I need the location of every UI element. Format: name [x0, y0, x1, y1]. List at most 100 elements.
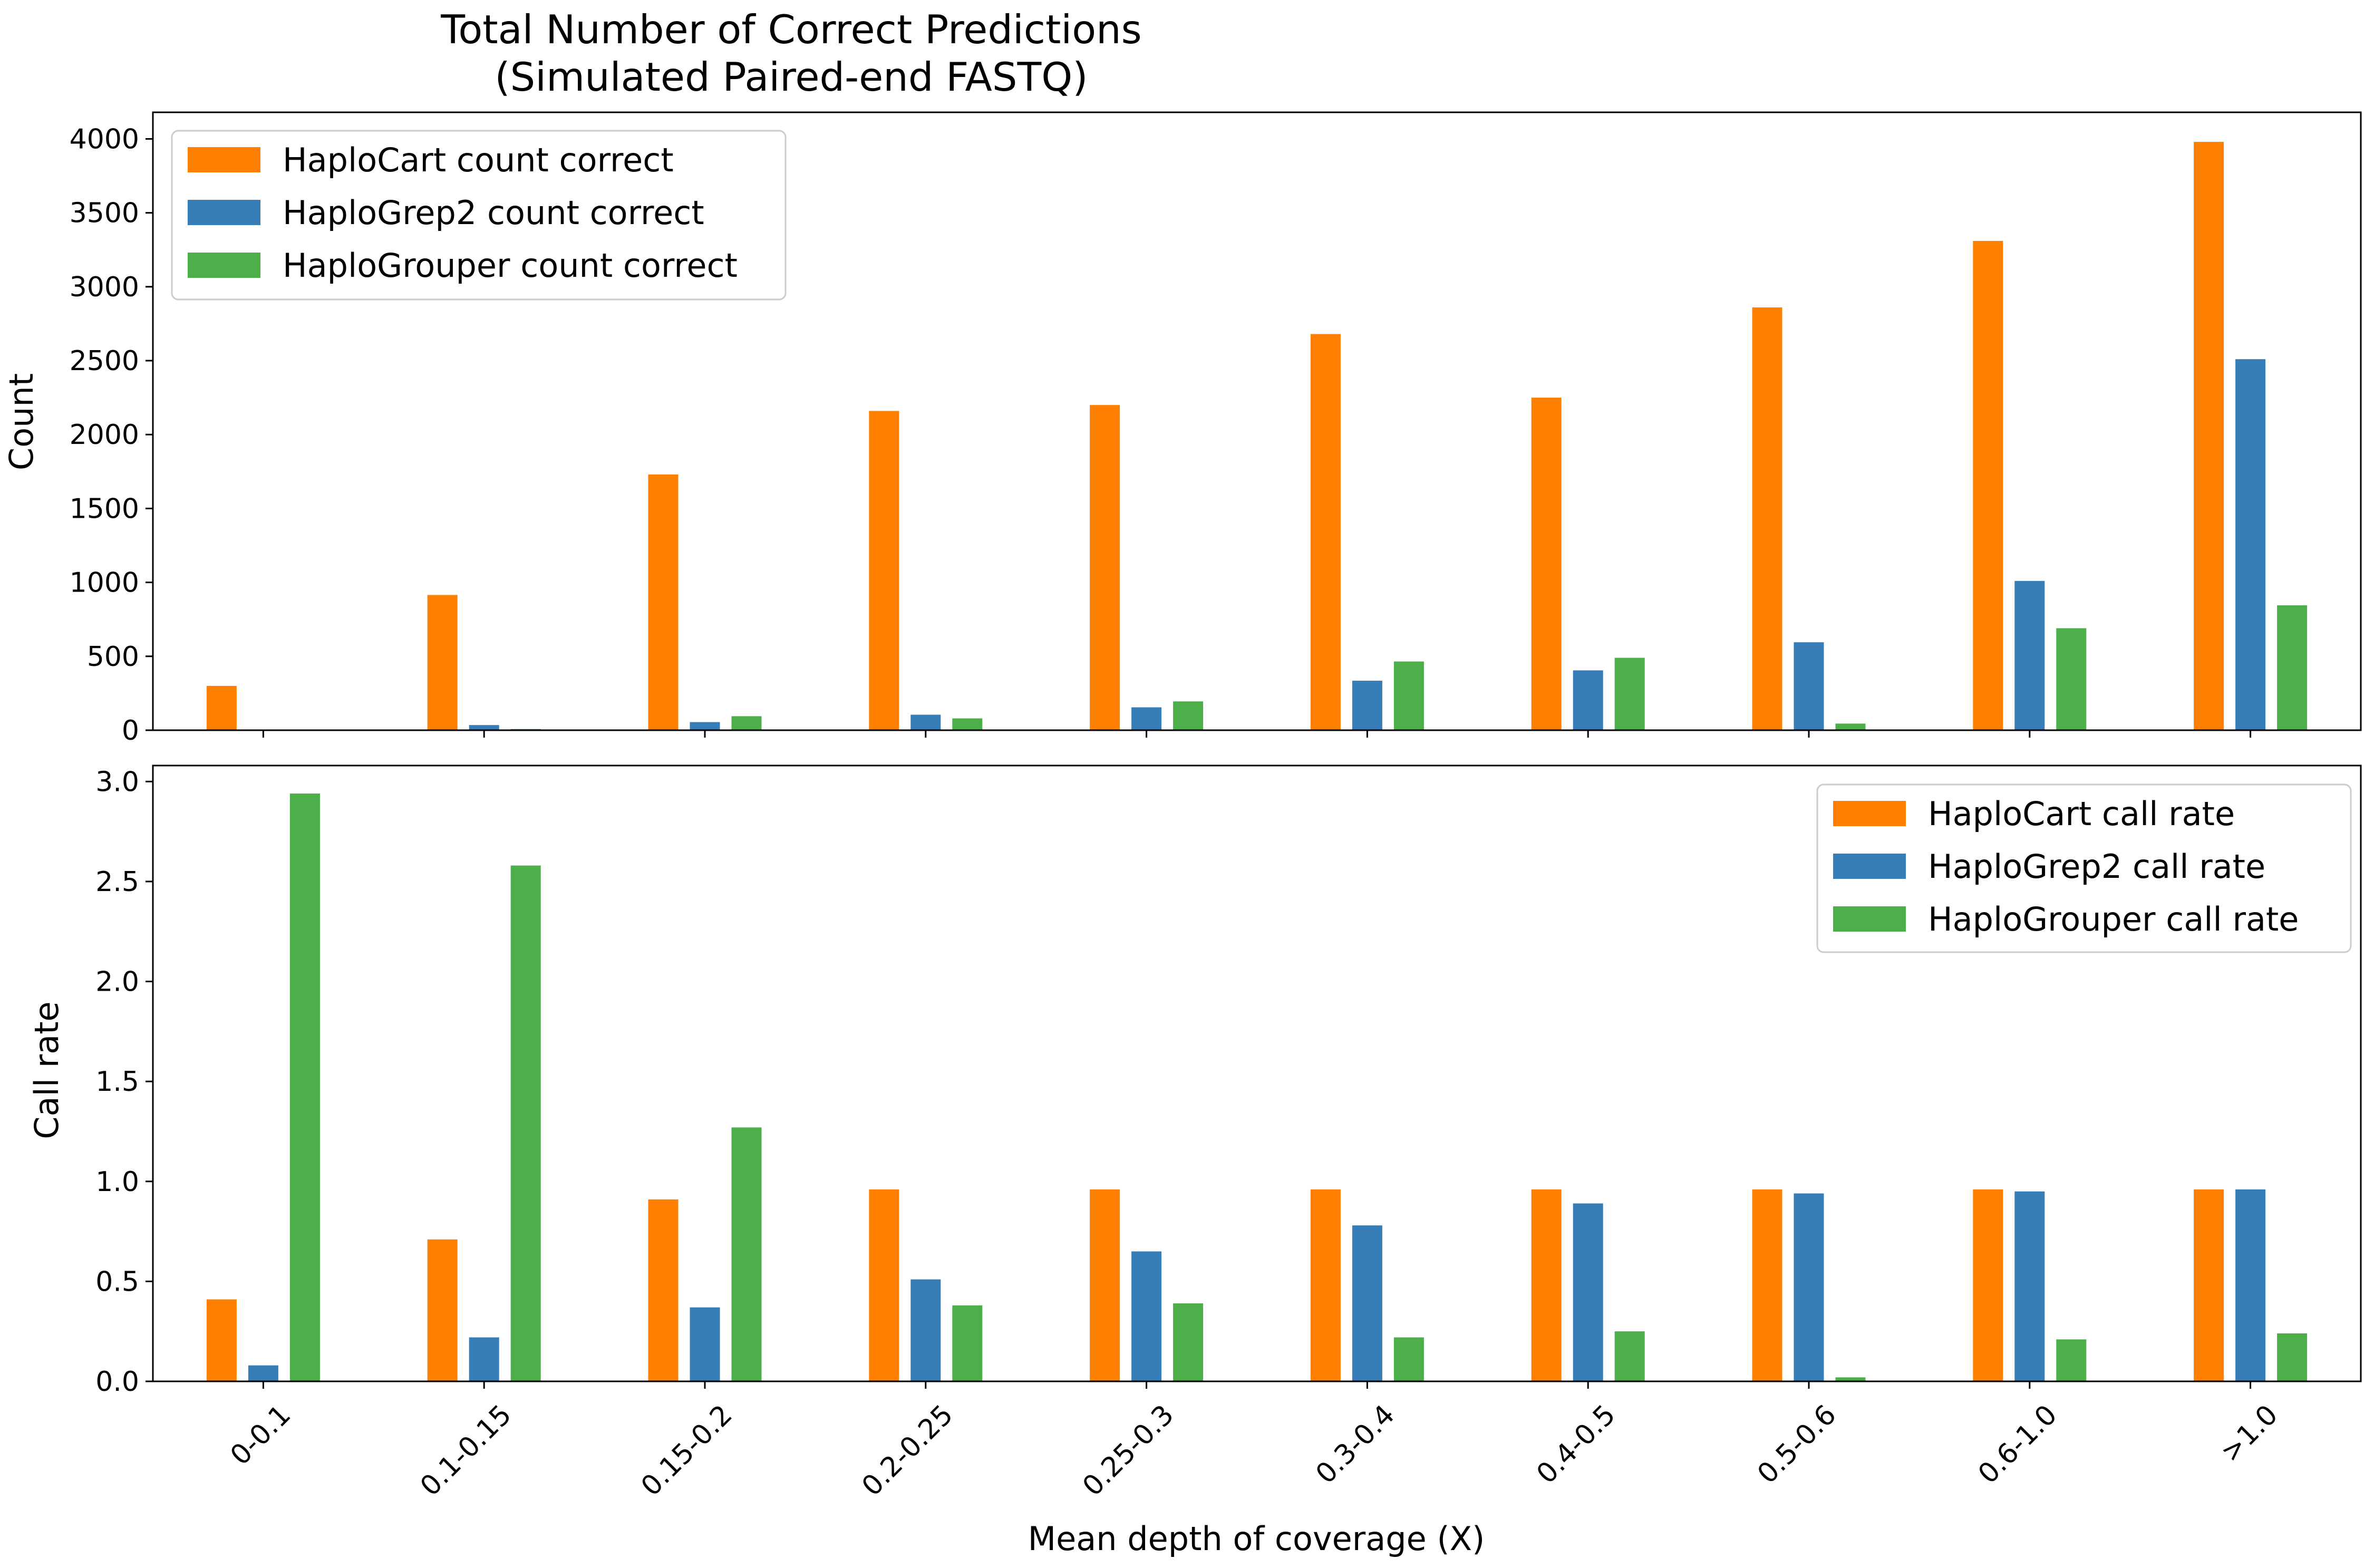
legend-swatch-2-2 [1833, 854, 1906, 879]
bar-1-1-9 [1973, 240, 2003, 731]
y-tick-label-1-7: 3000 [70, 272, 139, 303]
bar-1-2-3 [690, 722, 720, 730]
bar-2-3-10 [2277, 1333, 2308, 1381]
bar-1-2-2 [469, 725, 499, 730]
y-tick-label-2-6: 2.5 [95, 866, 139, 898]
legend-swatch-1-1 [188, 147, 260, 172]
x-tick-label-6: 0.3-0.4 [1310, 1399, 1401, 1490]
bar-2-1-5 [1090, 1189, 1120, 1381]
bar-1-3-4 [952, 718, 983, 730]
bar-2-3-9 [2056, 1339, 2087, 1381]
legend-label-2-3: HaploGrouper call rate [1928, 900, 2299, 938]
bar-2-3-6 [1393, 1337, 1424, 1381]
bar-2-1-10 [2194, 1189, 2224, 1381]
x-tick-label-2: 0.1-0.15 [414, 1399, 518, 1502]
y-tick-label-2-3: 1.0 [95, 1166, 139, 1198]
y-tick-label-2-4: 1.5 [95, 1066, 139, 1098]
bar-2-1-9 [1973, 1189, 2003, 1381]
bar-1-2-4 [910, 714, 941, 730]
panel-2: 0.0 0.5 1.0 1.5 2.0 2.5 3.0 0-0.1 0.1-0.15 0.15-0… [27, 764, 2362, 1502]
x-tick-label-5: 0.25-0.3 [1077, 1399, 1180, 1502]
legend-label-2-1: HaploCart call rate [1928, 795, 2235, 833]
x-tick-label-10: >1.0 [2215, 1399, 2284, 1468]
bar-1-3-7 [1614, 657, 1645, 730]
bar-2-2-4 [910, 1279, 941, 1381]
y-tick-label-1-1: 0 [122, 715, 139, 747]
bar-1-2-10 [2235, 359, 2266, 730]
legend-swatch-2-3 [1833, 906, 1906, 932]
bar-2-3-8 [1835, 1377, 1866, 1381]
y-tick-label-2-2: 0.5 [95, 1266, 139, 1298]
bar-1-1-8 [1752, 307, 1782, 730]
y-tick-label-2-5: 2.0 [95, 966, 139, 998]
y-tick-label-1-3: 1000 [70, 567, 139, 599]
bar-1-3-5 [1173, 701, 1204, 730]
bar-2-1-2 [427, 1239, 458, 1381]
legend-label-1-3: HaploGrouper count correct [283, 246, 738, 285]
bar-1-2-6 [1352, 681, 1382, 730]
bar-2-2-9 [2014, 1191, 2045, 1381]
y-axis-label-1: Count [2, 373, 41, 470]
bar-2-2-7 [1573, 1203, 1603, 1381]
panel-1: 0 500 1000 1500 2000 2500 3000 3500 4000 Count Hap… [2, 111, 2362, 747]
bar-1-1-7 [1531, 398, 1562, 730]
x-tick-label-9: 0.6-1.0 [1972, 1399, 2063, 1490]
bar-1-3-8 [1835, 723, 1866, 730]
bar-1-2-8 [1794, 642, 1824, 730]
bar-1-2-5 [1131, 707, 1162, 730]
bar-2-1-3 [648, 1199, 679, 1381]
bar-2-3-1 [289, 793, 320, 1381]
chart-panels: 0 500 1000 1500 2000 2500 3000 3500 4000 Count Hap… [2, 111, 2362, 1502]
bar-1-1-1 [206, 685, 237, 730]
x-axis-label: Mean depth of coverage (X) [1028, 1519, 1485, 1558]
y-tick-label-1-4: 1500 [70, 493, 139, 525]
legend-1: HaploCart count correct HaploGrep2 count … [171, 130, 787, 301]
bar-1-1-5 [1090, 405, 1120, 730]
bar-1-1-3 [648, 474, 679, 730]
bar-1-1-4 [869, 411, 899, 730]
chart-title: Total Number of Correct Predictions [440, 6, 1142, 53]
y-tick-label-1-9: 4000 [70, 123, 139, 155]
y-tick-label-1-6: 2500 [70, 345, 139, 377]
axes-frame-1 [152, 111, 2362, 731]
y-tick-label-2-7: 3.0 [95, 766, 139, 798]
y-tick-label-1-2: 500 [87, 641, 139, 673]
bar-1-1-6 [1310, 334, 1341, 730]
bar-2-1-7 [1531, 1189, 1562, 1381]
bar-1-2-7 [1573, 670, 1603, 730]
legend-swatch-1-2 [188, 200, 260, 225]
y-tick-label-2-1: 0.0 [95, 1366, 139, 1398]
bar-2-1-6 [1310, 1189, 1341, 1381]
bar-1-1-10 [2194, 142, 2224, 731]
chart-subtitle: (Simulated Paired-end FASTQ) [495, 54, 1088, 100]
y-tick-label-1-8: 3500 [70, 198, 139, 229]
x-tick-label-1: 0-0.1 [225, 1399, 297, 1472]
bar-2-1-1 [206, 1299, 237, 1381]
legend-box-1 [171, 130, 787, 301]
x-tick-label-3: 0.15-0.2 [635, 1399, 739, 1502]
bar-2-3-5 [1173, 1303, 1204, 1381]
y-tick-label-1-5: 2000 [70, 419, 139, 451]
bar-2-2-2 [469, 1337, 499, 1381]
bar-2-2-10 [2235, 1189, 2266, 1381]
legend-swatch-2-1 [1833, 801, 1906, 826]
bar-1-2-9 [2014, 580, 2045, 730]
bar-2-1-8 [1752, 1189, 1782, 1381]
bar-1-3-6 [1393, 661, 1424, 730]
legend-swatch-1-3 [188, 253, 260, 278]
bar-1-3-3 [731, 716, 762, 730]
bar-2-2-6 [1352, 1225, 1382, 1381]
x-tick-label-8: 0.5-0.6 [1751, 1399, 1843, 1490]
bar-1-3-9 [2056, 628, 2087, 730]
bar-1-1-2 [427, 595, 458, 730]
bar-2-3-4 [952, 1305, 983, 1381]
bar-2-2-5 [1131, 1251, 1162, 1381]
legend-label-1-1: HaploCart count correct [283, 141, 674, 179]
legend-2: HaploCart call rate HaploGrep2 call rate H… [1816, 783, 2352, 953]
bar-1-3-10 [2277, 605, 2308, 730]
bar-2-3-2 [510, 865, 541, 1381]
bar-2-2-8 [1794, 1193, 1824, 1381]
bar-2-3-3 [731, 1127, 762, 1381]
x-tick-label-7: 0.4-0.5 [1530, 1399, 1622, 1490]
